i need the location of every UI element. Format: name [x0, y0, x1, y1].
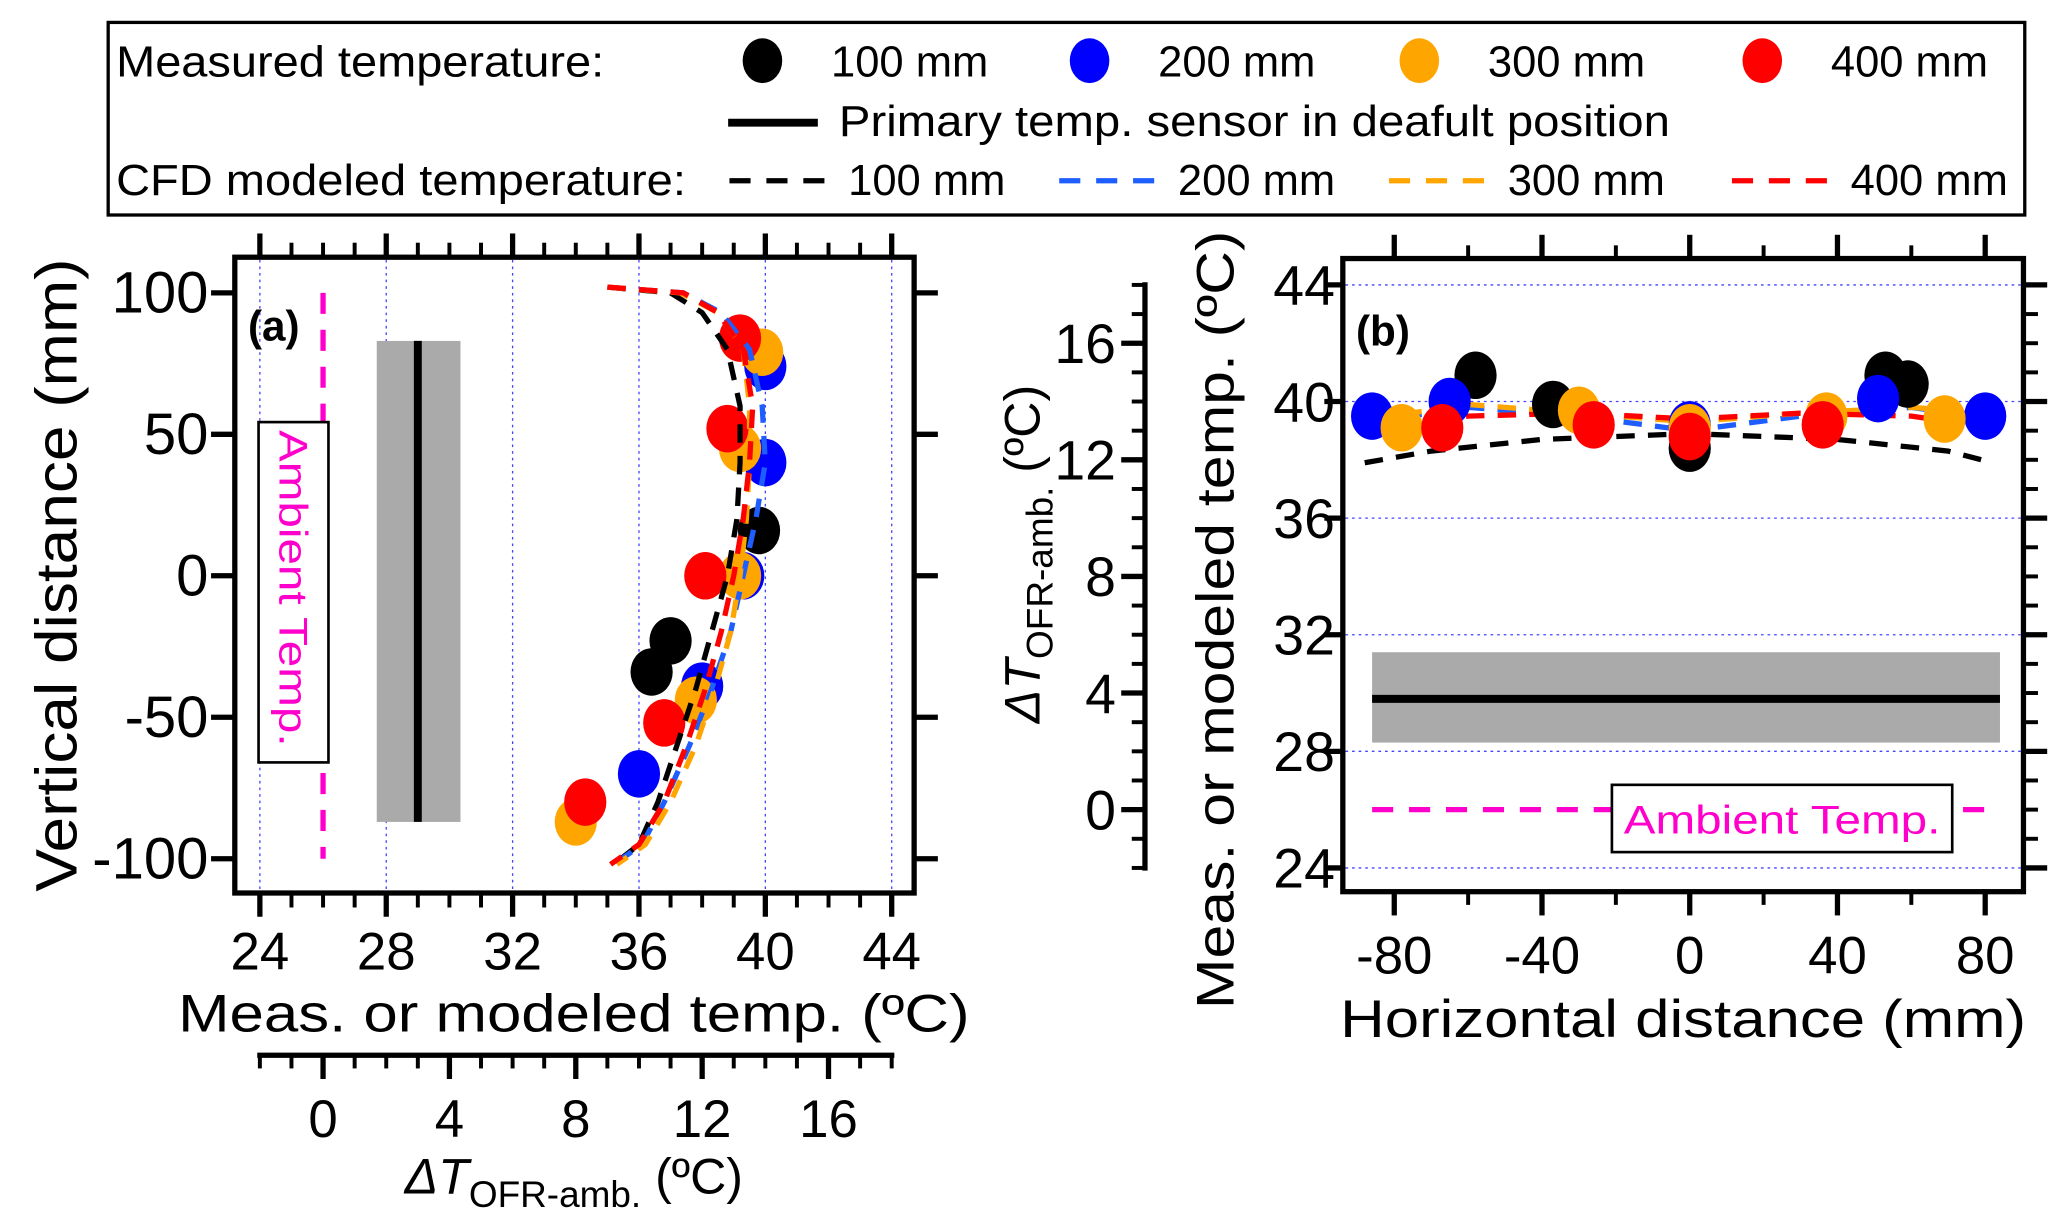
x-axis-title-b: Horizontal distance (mm) [1340, 990, 2026, 1049]
legend-marker-300-mm [1399, 38, 1440, 84]
x-tick-label: 32 [483, 923, 542, 982]
legend-cfd-entry: 200 mm [1178, 157, 1335, 205]
secondary-x-tick-label: 8 [561, 1090, 590, 1149]
x-tick-label: -40 [1504, 926, 1580, 985]
cfd-line-100-mm [607, 284, 743, 867]
ambient-label-box-a: Ambient Temp. [257, 420, 330, 764]
secondary-y-tick-label: 4 [1085, 663, 1116, 725]
x-tick-label: 40 [736, 923, 795, 982]
ambient-label-box-b: Ambient Temp. [1610, 783, 1954, 854]
panel-a-label: (a) [248, 302, 300, 349]
legend-measured-entry: 300 mm [1488, 39, 1645, 87]
cfd-line-300-mm [607, 284, 753, 867]
y-tick-label: 32 [1273, 605, 1335, 667]
secondary-x-tick-label: 4 [435, 1090, 464, 1149]
legend-measured-label: Measured temperature: [116, 39, 604, 87]
legend-cfd-entry: 100 mm [848, 157, 1005, 205]
y-tick-label: 40 [1273, 371, 1335, 433]
secondary-y-tick-label: 8 [1085, 546, 1116, 608]
measured-point-400-mm [643, 699, 686, 747]
measured-point-400-mm [684, 552, 727, 600]
x-tick-label: 28 [357, 923, 416, 982]
measured-point-400-mm [1572, 401, 1615, 449]
ambient-label-b: Ambient Temp. [1624, 799, 1941, 843]
measured-point-400-mm [1421, 404, 1464, 452]
measured-point-400-mm [564, 778, 607, 826]
y-tick-label: 28 [1273, 721, 1335, 783]
x-tick-label: 0 [1675, 926, 1704, 985]
secondary-x-tick-label: 12 [673, 1090, 732, 1149]
y-tick-label: 0 [176, 544, 208, 609]
cfd-line-400-mm [607, 284, 756, 867]
secondary-x-tick-label: 0 [308, 1090, 337, 1149]
measured-point-200-mm [1856, 374, 1900, 423]
secondary-y-tick-label: 16 [1054, 313, 1116, 375]
secondary-y-tick-label: 12 [1054, 430, 1116, 492]
x-tick-label: 36 [610, 923, 669, 982]
measured-point-400-mm [1801, 401, 1844, 449]
measured-point-100-mm [630, 648, 673, 696]
measured-point-300-mm [1923, 395, 1966, 443]
measured-point-200-mm [617, 750, 661, 798]
y-tick-label: 24 [1273, 838, 1335, 900]
y-axis-title-b: Meas. or modeled temp. (ºC) [1186, 231, 1245, 1009]
x-tick-label: 24 [231, 923, 290, 982]
measured-point-300-mm [1380, 404, 1423, 452]
legend-measured-entry: 100 mm [831, 39, 988, 87]
legend-cfd-label: CFD modeled temperature: [116, 157, 686, 205]
legend-measured-entry: 200 mm [1158, 39, 1315, 87]
x-tick-label: 44 [862, 923, 921, 982]
y-tick-label: -50 [125, 685, 209, 750]
y-tick-label: 50 [144, 402, 209, 467]
legend-cfd-entry: 400 mm [1851, 157, 2008, 205]
y-tick-label: 44 [1273, 255, 1335, 317]
secondary-x-axis-title-a: ΔTOFR-amb. (ºC) [404, 1149, 743, 1215]
legend-primary-label: Primary temp. sensor in deafult position [839, 98, 1670, 146]
legend-measured-entry: 400 mm [1831, 39, 1988, 87]
panel-a: 24 28 32 36 40 44 100 50 0 -50 -100 0 4 8 12 16 (a) Amb… [25, 233, 970, 1215]
measured-point-200-mm [1964, 392, 2007, 440]
ambient-label-a: Ambient Temp. [271, 430, 315, 747]
y-tick-label: -100 [92, 826, 208, 891]
x-tick-label: 80 [1956, 926, 2015, 985]
legend: Measured temperature: Primary temp. sens… [106, 20, 2027, 217]
panel-b-label: (b) [1356, 308, 1410, 355]
x-tick-label: 40 [1808, 926, 1867, 985]
legend-marker-400-mm [1742, 38, 1783, 84]
secondary-y-tick-label: 0 [1085, 779, 1116, 841]
y-axis-title-a: Vertical distance (mm) [25, 259, 90, 892]
legend-cfd-entry: 300 mm [1508, 157, 1665, 205]
y-tick-label: 36 [1273, 488, 1335, 550]
measured-point-300-mm [674, 676, 717, 725]
measured-point-400-mm [1668, 412, 1711, 461]
legend-marker-100-mm [742, 38, 783, 84]
legend-marker-200-mm [1069, 38, 1110, 84]
secondary-x-tick-label: 16 [799, 1090, 858, 1149]
cfd-line-200-mm [607, 284, 768, 867]
y-tick-label: 100 [112, 261, 209, 326]
x-tick-label: -80 [1356, 926, 1432, 985]
secondary-y-axis-title-b: ΔTOFR-amb. (ºC) [994, 385, 1060, 724]
x-axis-title-a: Meas. or modeled temp. (ºC) [178, 985, 969, 1044]
